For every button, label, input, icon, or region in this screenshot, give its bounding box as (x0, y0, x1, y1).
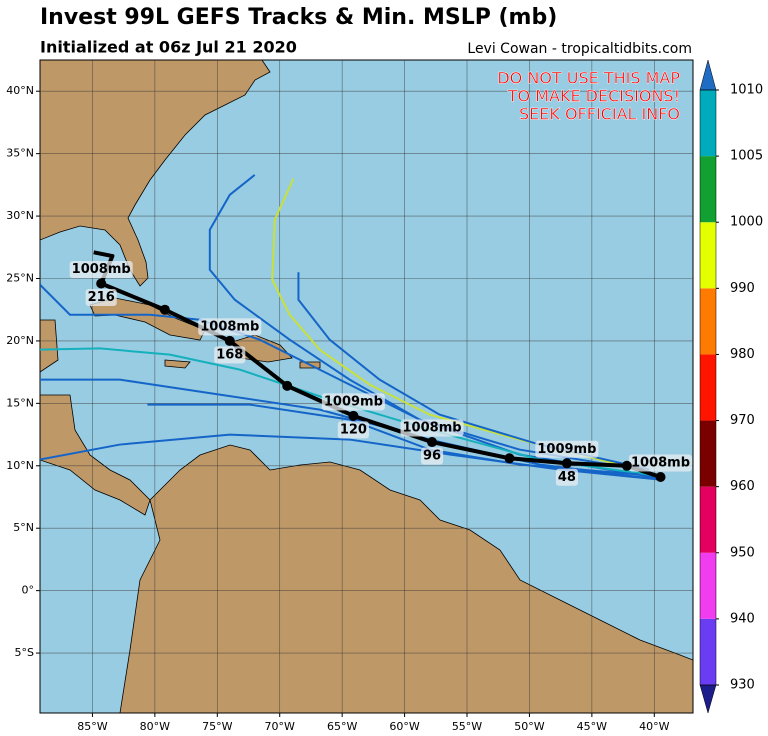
track-point (224, 335, 235, 346)
colorbar-segment (700, 222, 716, 289)
colorbar-label: 1000 (730, 215, 763, 230)
pressure-label: 1009mb (537, 442, 596, 457)
x-tick-label: 80°W (140, 720, 170, 733)
label-box (400, 419, 464, 437)
label-box (629, 454, 693, 472)
y-tick-label: 5°S (15, 646, 34, 659)
y-tick-label: 30°N (6, 209, 34, 222)
colorbar-over (699, 59, 717, 91)
label-box (535, 440, 599, 458)
colorbar-label: 960 (730, 479, 755, 494)
track-point (655, 472, 666, 483)
colorbar-label: 1010 (730, 83, 763, 98)
track-point (427, 437, 438, 448)
colorbar-segment (700, 420, 716, 487)
colorbar-label: 1005 (730, 149, 763, 164)
colorbar-label: 950 (730, 545, 755, 560)
track-point (96, 278, 107, 289)
label-box (85, 288, 117, 306)
label-box (198, 318, 262, 336)
y-tick-label: 40°N (6, 84, 34, 97)
colorbar-segment (700, 288, 716, 355)
x-tick-label: 45°W (577, 720, 607, 733)
colorbar-label: 980 (730, 347, 755, 362)
label-box (321, 393, 385, 411)
chart-subtitle: Initialized at 06z Jul 21 2020 (40, 38, 297, 57)
pressure-label: 1008mb (72, 262, 131, 277)
y-tick-label: 25°N (6, 271, 34, 284)
y-tick-label: 20°N (6, 334, 34, 347)
hour-label: 48 (558, 470, 576, 485)
label-box (214, 346, 246, 364)
warning-text: DO NOT USE THIS MAP (497, 69, 680, 88)
label-box (421, 447, 444, 465)
map-frame (39, 59, 694, 714)
y-tick-label: 5°N (13, 521, 34, 534)
ensemble-track (271, 178, 640, 471)
pressure-label: 1009mb (324, 394, 383, 409)
colorbar-segment (700, 618, 716, 685)
colorbar-segment (700, 90, 716, 157)
y-tick-label: 10°N (6, 459, 34, 472)
credit: Levi Cowan - tropicaltidbits.com (467, 41, 692, 57)
hour-label: 96 (423, 449, 441, 464)
colorbar-segment (700, 552, 716, 619)
x-tick-label: 70°W (265, 720, 295, 733)
track-point (621, 460, 632, 471)
ensemble-track (40, 284, 660, 480)
label-box (69, 260, 133, 278)
x-tick-label: 40°W (639, 720, 669, 733)
x-tick-label: 50°W (514, 720, 544, 733)
hour-label: 120 (340, 422, 367, 437)
colorbar-label: 930 (730, 678, 755, 693)
x-tick-label: 60°W (389, 720, 419, 733)
label-box (337, 421, 369, 439)
track-point (561, 458, 572, 469)
colorbar-label: 940 (730, 611, 755, 626)
ensemble-track (208, 174, 640, 471)
pressure-label: 1008mb (631, 456, 690, 471)
track-point (159, 304, 170, 315)
x-tick-label: 55°W (452, 720, 482, 733)
pressure-label: 1008mb (403, 421, 462, 436)
colorbar-under (699, 684, 717, 714)
y-tick-label: 15°N (6, 396, 34, 409)
colorbar-segment (700, 354, 716, 421)
ensemble-track (40, 378, 650, 480)
y-tick-label: 35°N (6, 147, 34, 160)
colorbar-frame (699, 89, 717, 686)
hour-label: 216 (88, 290, 115, 305)
hour-label: 168 (216, 347, 243, 362)
x-tick-label: 75°W (202, 720, 232, 733)
colorbar-segment (700, 486, 716, 553)
y-tick-label: 0° (22, 584, 35, 597)
colorbar-label: 990 (730, 281, 755, 296)
warning-text: SEEK OFFICIAL INFO (519, 105, 680, 124)
x-tick-label: 85°W (77, 720, 107, 733)
pressure-label: 1008mb (200, 319, 259, 334)
warning-text: TO MAKE DECISIONS! (507, 87, 680, 106)
track-point (504, 453, 515, 464)
x-tick-label: 65°W (327, 720, 357, 733)
colorbar-segment (700, 156, 716, 223)
label-box (555, 468, 578, 486)
colorbar-label: 970 (730, 413, 755, 428)
track-point (282, 380, 293, 391)
track-point (348, 410, 359, 421)
chart-title: Invest 99L GEFS Tracks & Min. MSLP (mb) (40, 5, 557, 30)
